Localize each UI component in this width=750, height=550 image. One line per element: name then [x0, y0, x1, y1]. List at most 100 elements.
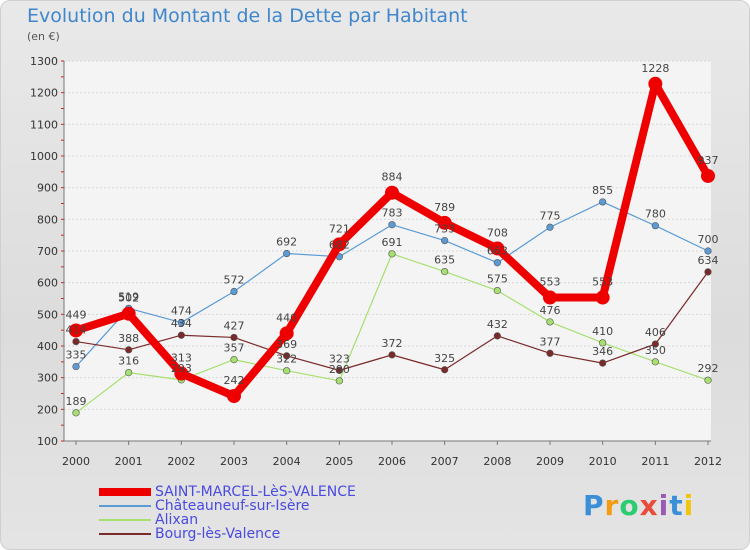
- data-label: 1228: [641, 62, 669, 75]
- x-tick-label: 2008: [483, 455, 511, 468]
- x-tick-label: 2007: [431, 455, 459, 468]
- data-label: 369: [276, 338, 297, 351]
- data-label: 884: [382, 171, 403, 184]
- data-label: 937: [698, 154, 719, 167]
- y-tick-label: 1200: [30, 87, 58, 100]
- data-point: [388, 351, 396, 359]
- data-label: 316: [118, 355, 139, 368]
- data-point: [437, 215, 452, 230]
- logo-letter: o: [619, 489, 640, 522]
- data-label: 700: [698, 233, 719, 246]
- data-label: 775: [540, 209, 561, 222]
- data-point: [599, 359, 607, 367]
- data-label: 572: [224, 274, 245, 287]
- data-point: [335, 366, 343, 374]
- data-point: [283, 352, 291, 360]
- data-label: 414: [66, 324, 87, 337]
- legend-label: SAINT-MARCEL-LèS-VALENCE: [155, 484, 356, 500]
- data-label: 406: [645, 326, 666, 339]
- data-label: 502: [118, 292, 139, 305]
- data-label: 783: [382, 207, 403, 220]
- data-point: [177, 331, 185, 339]
- data-point: [125, 369, 133, 377]
- legend-label: Bourg-lès-Valence: [155, 526, 281, 542]
- data-label: 346: [592, 345, 613, 358]
- data-point: [72, 409, 80, 417]
- data-label: 476: [540, 304, 561, 317]
- x-tick-label: 2009: [536, 455, 564, 468]
- data-label: 242: [224, 374, 245, 387]
- data-label: 635: [434, 254, 455, 267]
- logo-letter: t: [669, 489, 684, 522]
- data-point: [177, 318, 185, 327]
- y-tick-label: 900: [37, 182, 58, 195]
- data-point: [335, 377, 343, 385]
- data-point: [388, 221, 396, 229]
- data-label: 377: [540, 335, 561, 348]
- data-label: 440: [276, 311, 297, 324]
- data-point: [546, 349, 554, 357]
- data-label: 434: [171, 317, 192, 330]
- data-label: 335: [66, 349, 87, 362]
- data-point: [230, 287, 238, 296]
- data-label: 350: [645, 344, 666, 357]
- data-label: 682: [329, 239, 350, 252]
- data-label: 322: [276, 353, 297, 366]
- data-point: [125, 346, 133, 354]
- legend-swatch: [99, 505, 151, 507]
- y-tick-label: 600: [37, 277, 58, 290]
- legend-item-saint-marcel: SAINT-MARCEL-LèS-VALENCE: [99, 485, 356, 499]
- data-label: 357: [224, 342, 245, 355]
- logo-letter: i: [658, 489, 670, 522]
- x-tick-label: 2011: [641, 455, 669, 468]
- logo-letter: x: [639, 489, 659, 522]
- data-label: 388: [118, 332, 139, 345]
- data-point: [599, 339, 607, 347]
- data-point: [385, 185, 399, 200]
- data-point: [174, 366, 189, 381]
- data-label: 293: [171, 362, 192, 375]
- data-point: [227, 389, 241, 404]
- data-point: [651, 358, 659, 366]
- y-tick-label: 300: [37, 372, 58, 385]
- y-tick-label: 1100: [30, 118, 58, 131]
- legend-item-bourg: Bourg-lès-Valence: [99, 527, 356, 541]
- data-point: [704, 268, 712, 276]
- data-label: 449: [66, 308, 87, 321]
- data-label: 733: [434, 223, 455, 236]
- legend-label: Alixan: [155, 512, 199, 528]
- data-label: 663: [487, 245, 508, 258]
- legend-swatch: [99, 488, 151, 496]
- x-tick-label: 2006: [378, 455, 406, 468]
- data-label: 553: [540, 276, 561, 289]
- data-point: [279, 326, 294, 341]
- data-label: 292: [698, 362, 719, 375]
- data-point: [546, 223, 554, 231]
- data-label: 323: [329, 352, 350, 365]
- y-tick-label: 1000: [30, 150, 58, 163]
- data-point: [441, 366, 449, 374]
- data-label: 575: [487, 273, 508, 286]
- data-label: 313: [171, 352, 192, 365]
- data-point: [704, 247, 712, 255]
- data-point: [332, 237, 347, 252]
- x-tick-label: 2001: [115, 455, 143, 468]
- data-point: [230, 333, 238, 342]
- data-label: 189: [66, 395, 87, 408]
- data-label: 634: [698, 254, 719, 267]
- y-tick-label: 400: [37, 340, 58, 353]
- data-label: 372: [382, 337, 403, 350]
- data-point: [701, 168, 715, 183]
- data-point: [388, 250, 396, 258]
- data-label: 325: [434, 352, 455, 365]
- data-point: [599, 198, 607, 206]
- legend-label: Châteauneuf-sur-Isère: [155, 498, 310, 514]
- y-tick-label: 200: [37, 403, 58, 416]
- chart-title: Evolution du Montant de la Dette par Hab…: [27, 5, 468, 27]
- data-point: [543, 290, 557, 305]
- data-point: [121, 306, 136, 321]
- logo-letter: P: [583, 489, 605, 522]
- logo-letter: i: [683, 489, 695, 522]
